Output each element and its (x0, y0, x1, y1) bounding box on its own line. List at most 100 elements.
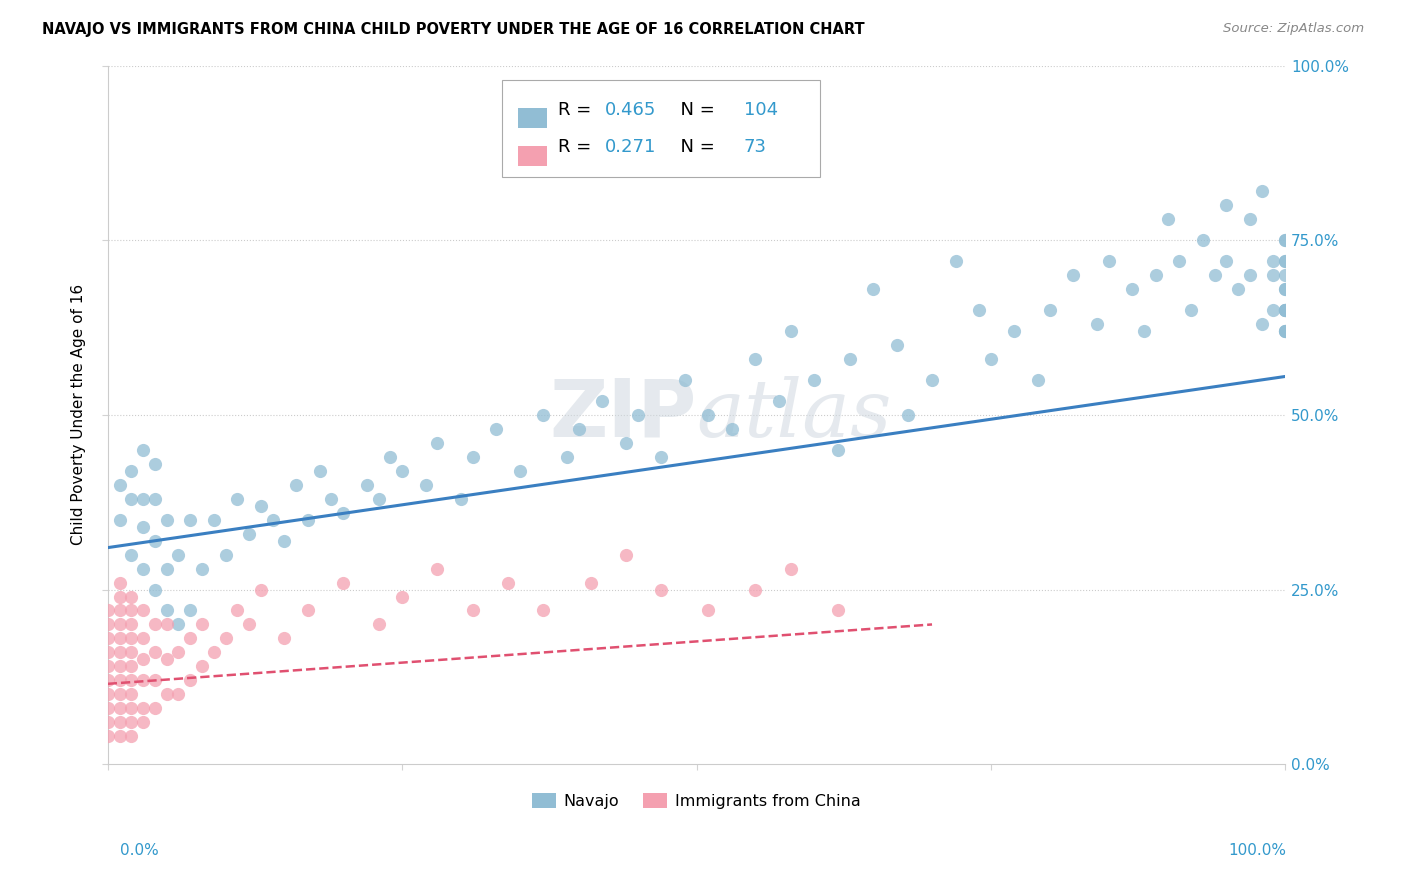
Point (897, 408, 920, 422)
Point (697, 603, 720, 617)
Text: atlas: atlas (696, 376, 891, 454)
Point (108, 590, 131, 604)
Point (533, 408, 555, 422)
Point (1250, 317, 1272, 331)
Point (1144, 268, 1167, 282)
Point (967, 303, 990, 318)
Point (143, 673, 166, 688)
Point (143, 457, 166, 471)
Point (97, 645, 120, 659)
Point (132, 701, 155, 715)
Point (391, 464, 413, 478)
Point (886, 338, 908, 352)
Point (226, 603, 249, 617)
Point (132, 603, 155, 617)
Point (1156, 212, 1178, 227)
Point (450, 491, 472, 506)
Point (132, 673, 155, 688)
Point (1274, 254, 1296, 268)
Point (226, 491, 249, 506)
Point (1192, 233, 1215, 247)
Point (97, 729, 120, 743)
Point (614, 435, 637, 450)
Point (779, 324, 801, 338)
Point (1274, 324, 1296, 338)
Point (533, 603, 555, 617)
Point (1274, 324, 1296, 338)
Point (132, 561, 155, 575)
Point (120, 701, 142, 715)
Point (108, 687, 131, 701)
Point (238, 617, 260, 632)
Point (391, 590, 413, 604)
Point (297, 513, 319, 527)
Point (179, 632, 201, 646)
Point (167, 645, 190, 659)
Text: N =: N = (669, 101, 721, 119)
Point (1004, 324, 1026, 338)
Point (415, 477, 437, 491)
Point (108, 645, 131, 659)
Point (108, 729, 131, 743)
Point (250, 499, 273, 513)
Point (202, 513, 225, 527)
Point (1274, 303, 1296, 318)
Point (308, 464, 330, 478)
Point (108, 659, 131, 673)
Point (321, 491, 343, 506)
Text: NAVAJO VS IMMIGRANTS FROM CHINA CHILD POVERTY UNDER THE AGE OF 16 CORRELATION CH: NAVAJO VS IMMIGRANTS FROM CHINA CHILD PO… (42, 22, 865, 37)
Point (697, 408, 720, 422)
Text: 0.465: 0.465 (605, 101, 657, 119)
Point (1263, 268, 1285, 282)
Point (97, 673, 120, 688)
Point (132, 519, 155, 533)
Point (167, 617, 190, 632)
Point (1227, 282, 1250, 296)
Point (132, 715, 155, 730)
Point (214, 632, 236, 646)
Point (461, 603, 484, 617)
Point (1274, 254, 1296, 268)
Point (496, 575, 519, 590)
Bar (517, 146, 547, 166)
Point (1239, 268, 1261, 282)
Point (167, 548, 190, 562)
Point (143, 645, 166, 659)
Point (744, 351, 766, 366)
Point (803, 373, 825, 387)
Point (1274, 303, 1296, 318)
Point (744, 582, 766, 597)
Point (143, 582, 166, 597)
Point (1062, 268, 1084, 282)
Point (1274, 268, 1296, 282)
Point (1098, 254, 1121, 268)
Point (1274, 303, 1296, 318)
Point (827, 603, 849, 617)
Point (156, 687, 179, 701)
Point (779, 561, 801, 575)
Y-axis label: Child Poverty Under the Age of 16: Child Poverty Under the Age of 16 (72, 285, 86, 545)
Point (1204, 268, 1226, 282)
Point (1168, 254, 1191, 268)
Point (120, 645, 142, 659)
Point (945, 254, 967, 268)
Point (1274, 233, 1296, 247)
Point (156, 513, 179, 527)
Point (367, 491, 389, 506)
Point (838, 351, 860, 366)
Point (627, 408, 650, 422)
FancyBboxPatch shape (502, 79, 820, 178)
Point (768, 393, 790, 408)
Point (426, 561, 449, 575)
Point (156, 561, 179, 575)
Point (1263, 254, 1285, 268)
Point (1274, 282, 1296, 296)
Point (108, 513, 131, 527)
Text: R =: R = (558, 101, 596, 119)
Point (108, 632, 131, 646)
Point (238, 526, 260, 541)
Text: ZIP: ZIP (550, 376, 696, 454)
Point (827, 442, 849, 457)
Point (461, 450, 484, 464)
Point (143, 491, 166, 506)
